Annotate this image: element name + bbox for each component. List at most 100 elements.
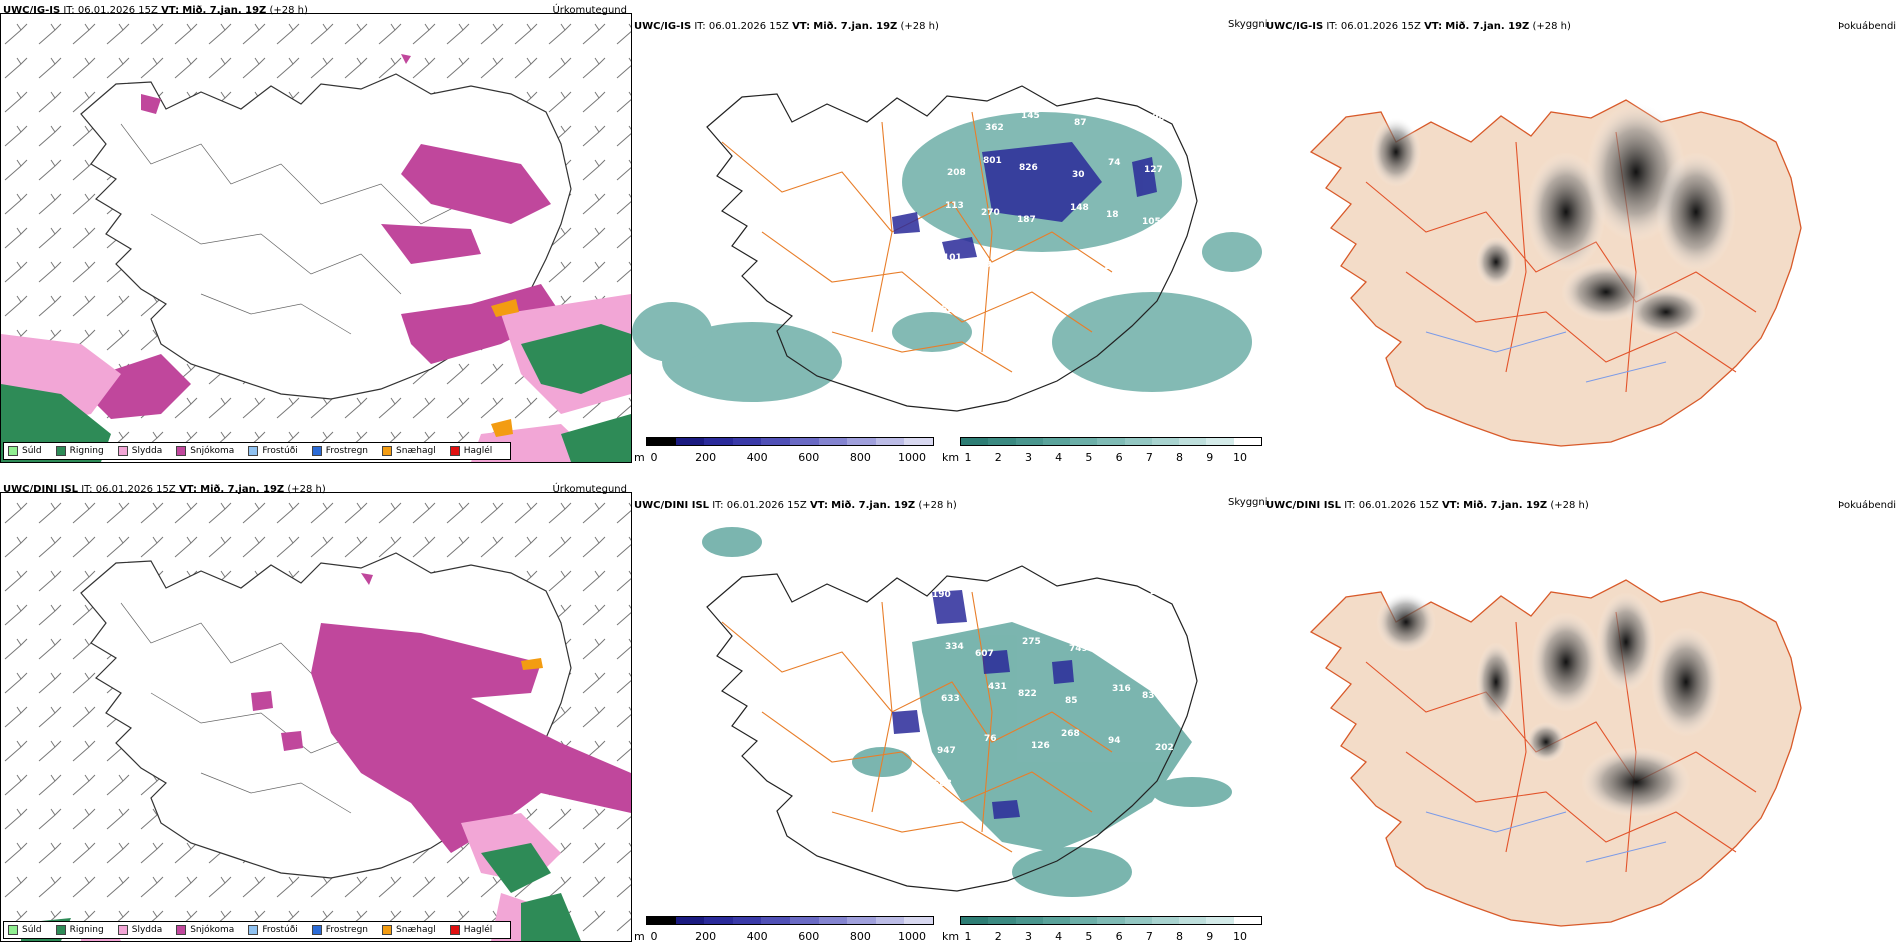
- it-value: 06.01.2026 15Z: [708, 21, 789, 32]
- legend-item: Slydda: [117, 446, 163, 456]
- model-name: UWC/DINI ISL: [1266, 500, 1342, 511]
- visibility-value-label: 148: [1070, 203, 1089, 213]
- colorbar-segment: [847, 917, 876, 924]
- lead-time: (+28 h): [287, 484, 326, 495]
- panel-title-visibility: Skyggni: [1228, 19, 1268, 30]
- visibility-value-label: 113: [945, 201, 964, 211]
- legend-swatch: [311, 925, 322, 935]
- cloud-teal-areas: [702, 527, 1232, 897]
- colorbar-segment: [875, 917, 905, 924]
- legend-label: Snæhagl: [396, 446, 436, 456]
- colorbar-tick: 8: [1176, 930, 1184, 943]
- it-label: IT:: [81, 484, 93, 495]
- legend-label: Snjókoma: [190, 446, 235, 456]
- visibility-value-labels: 175 362 145 87 544 398 208 801 826 30 74 127 113 270 1…: [932, 106, 1176, 315]
- visibility-value-label: 85: [1065, 696, 1078, 706]
- legend-label: Snjókoma: [190, 925, 235, 935]
- precip-legend-bottom: Súld Rigning Slydda Snjókoma Frostúði Frostre…: [3, 921, 512, 939]
- colorbar-segment: [1124, 917, 1152, 924]
- legend-label: Slydda: [131, 446, 163, 456]
- panel-title-visibility: Skyggni: [1228, 497, 1268, 508]
- visibility-value-label: 275: [1022, 637, 1041, 647]
- visibility-value-label: 87: [1026, 585, 1039, 595]
- fog-map-top: [1309, 99, 1802, 447]
- colorbar-tick: 600: [798, 930, 820, 943]
- colorbar-tick: 1000: [898, 451, 926, 464]
- visibility-value-label: 87: [1074, 118, 1087, 128]
- colorbar-segment: [1097, 438, 1125, 445]
- vt-label: VT:: [809, 500, 828, 511]
- colorbar-tick: 6: [1115, 451, 1123, 464]
- visibility-map-top: 175 362 145 87 544 398 208 801 826 30 74 127 113 270 1…: [632, 85, 1262, 412]
- colorbar-segment: [1042, 438, 1071, 445]
- colorbar-segment: [647, 438, 676, 445]
- panel-header: UWC/DINI ISL IT: 06.01.2026 15Z VT: Mið.…: [3, 484, 326, 495]
- rivers: [1425, 331, 1667, 383]
- vis-colorbar-km-bottom: km 1 2 3 4 5 6 7 8 9 10: [942, 916, 1264, 946]
- colorbar-tick: 400: [746, 451, 768, 464]
- visibility-value-label: 431: [988, 682, 1007, 692]
- legend-label: Frostregn: [325, 446, 369, 456]
- legend-swatch: [449, 925, 460, 935]
- vt-value: Mið. 7.jan. 19Z: [200, 484, 285, 495]
- visibility-value-label: 171: [1032, 267, 1051, 277]
- colorbar-segment: [904, 438, 933, 445]
- visibility-value-label: 749: [1069, 644, 1088, 654]
- visibility-value-label: 30: [1072, 170, 1085, 180]
- legend-swatch: [248, 446, 259, 456]
- colorbar-segment: [961, 917, 989, 924]
- colorbar-segment: [789, 438, 819, 445]
- panel-header-fog-bottom: UWC/DINI ISL IT: 06.01.2026 15Z VT: Mið.…: [1266, 500, 1589, 511]
- visibility-value-label: 189: [1073, 592, 1092, 602]
- colorbar-segment: [1233, 438, 1261, 445]
- visibility-value-label: 936: [1157, 250, 1176, 260]
- colorbar-segment: [1233, 917, 1261, 924]
- legend-item: Rigning: [55, 925, 104, 935]
- colorbar-tick: 7: [1145, 930, 1153, 943]
- lead-time: (+28 h): [918, 500, 957, 511]
- colorbar-tick: 200: [695, 930, 717, 943]
- roads: [1365, 611, 1757, 873]
- visibility-value-label: 398: [1146, 113, 1165, 123]
- legend-swatch: [55, 446, 66, 456]
- it-value: 06.01.2026 15Z: [726, 500, 807, 511]
- fog-indicator-areas: [1371, 102, 1736, 337]
- visibility-value-label: 94: [1108, 736, 1121, 746]
- visibility-value-label: 93: [1146, 639, 1159, 649]
- colorbar-tick: 10: [1233, 451, 1247, 464]
- iceland-outline: [706, 85, 1198, 412]
- vis-colorbar-m-top: m 0 200 400 600 800 1000: [634, 437, 934, 467]
- colorbar-segment: [1124, 438, 1152, 445]
- colorbar-tick: 5: [1085, 930, 1093, 943]
- iceland-outline: [706, 565, 1198, 892]
- legend-item: Frostregn: [311, 925, 369, 935]
- colorbar-tick: 2: [994, 930, 1002, 943]
- colorbar-tick: 200: [695, 451, 717, 464]
- colorbar-tick: 10: [1233, 930, 1247, 943]
- it-value: 06.01.2026 15Z: [1340, 21, 1421, 32]
- vt-value: Mið. 7.jan. 19Z: [182, 5, 267, 16]
- precip-map-bottom: [1, 493, 631, 941]
- panel-header-vis-bottom: UWC/DINI ISL IT: 06.01.2026 15Z VT: Mið.…: [634, 500, 957, 511]
- legend-label: Frostregn: [325, 925, 369, 935]
- model-name: UWC/IG-IS: [1266, 21, 1324, 32]
- lead-time: (+28 h): [1532, 21, 1571, 32]
- colorbar-segment: [1179, 917, 1207, 924]
- legend-swatch: [55, 925, 66, 935]
- panel-header-fog-top: UWC/IG-IS IT: 06.01.2026 15Z VT: Mið. 7.…: [1266, 21, 1571, 32]
- visibility-value-label: 202: [1155, 743, 1174, 753]
- legend-label: Súld: [22, 925, 42, 935]
- legend-swatch: [8, 925, 18, 935]
- vis-colorbar-km-top: km 1 2 3 4 5 6 7 8 9 10: [942, 437, 1264, 467]
- legend-swatch: [382, 925, 393, 935]
- colorbar-tick: 3: [1024, 451, 1032, 464]
- model-name: UWC/IG-IS: [634, 21, 692, 32]
- vt-value: Mið. 7.jan. 19Z: [813, 21, 898, 32]
- fog-panel-bottom: [1266, 512, 1900, 932]
- colorbar-m-unit: m: [634, 930, 645, 943]
- vt-label: VT:: [161, 5, 180, 16]
- it-label: IT:: [1326, 21, 1338, 32]
- legend-item: Frostregn: [311, 446, 369, 456]
- colorbar-segment: [1151, 917, 1180, 924]
- legend-item: Slydda: [117, 925, 162, 935]
